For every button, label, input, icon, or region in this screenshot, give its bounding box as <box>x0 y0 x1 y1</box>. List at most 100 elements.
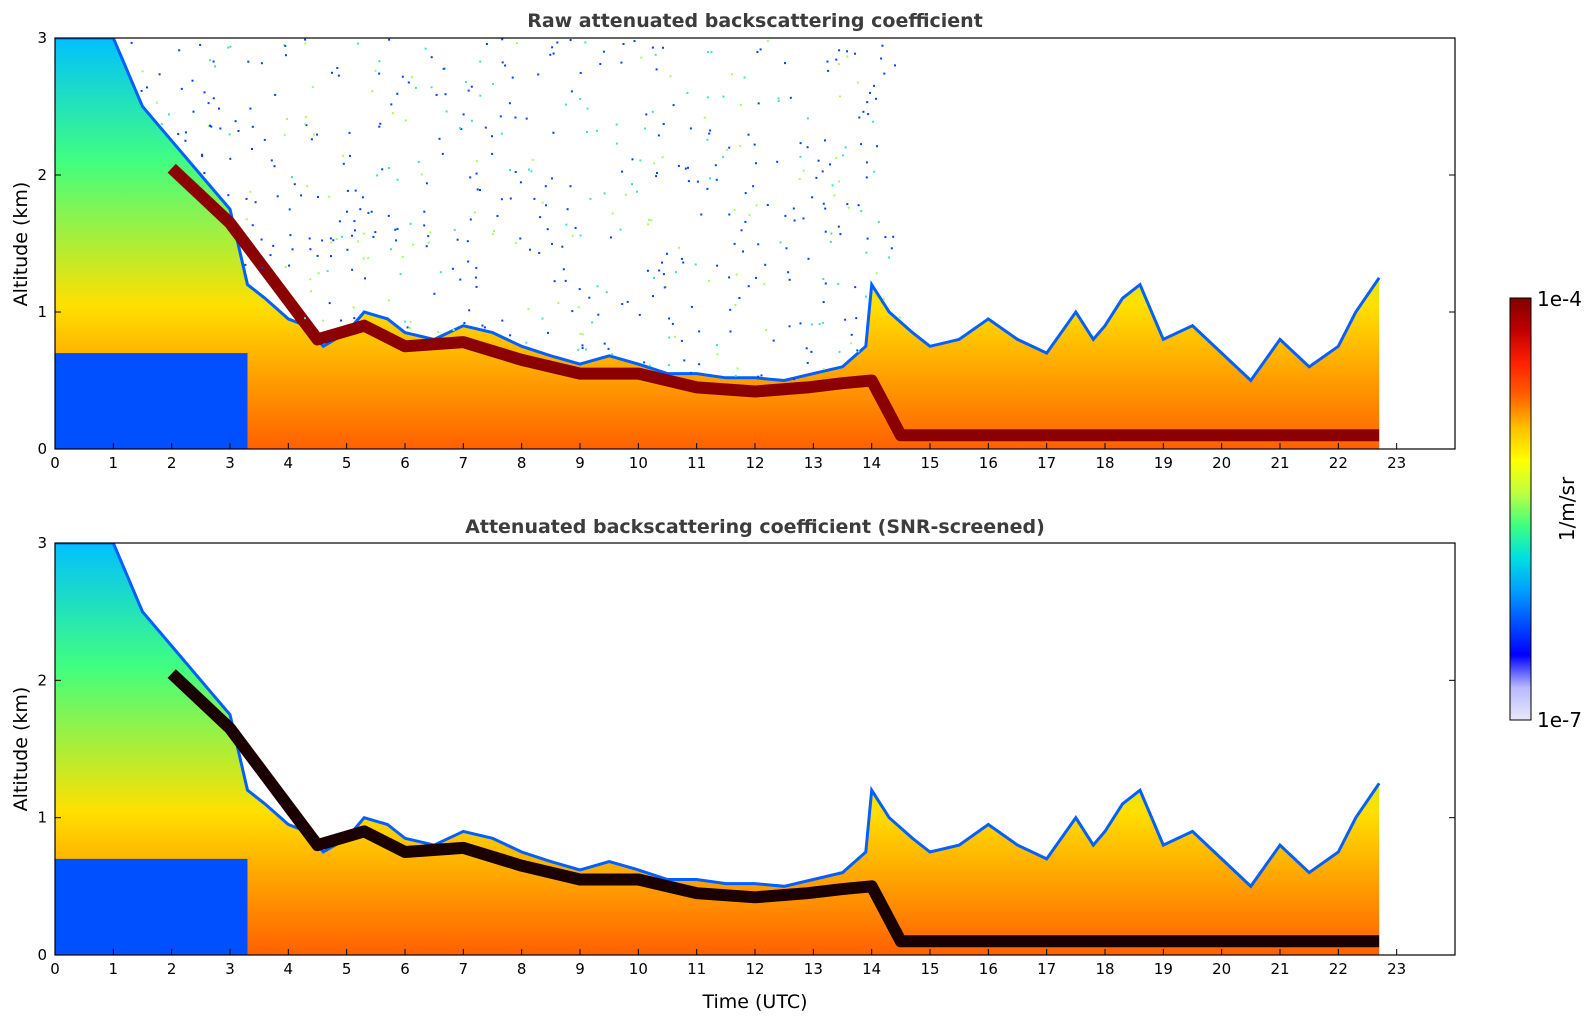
noise-pixel <box>547 331 549 334</box>
noise-pixel <box>669 75 672 78</box>
noise-pixel <box>589 197 592 200</box>
x-tick-label: 1 <box>109 454 119 472</box>
noise-pixel <box>493 230 495 232</box>
noise-pixel <box>839 233 842 236</box>
noise-pixel <box>799 142 802 145</box>
noise-pixel <box>406 326 409 329</box>
noise-pixel <box>752 185 755 188</box>
x-tick-label: 9 <box>575 454 585 472</box>
x-tick-label: 23 <box>1387 960 1406 978</box>
noise-pixel <box>824 139 826 142</box>
noise-pixel <box>417 161 420 163</box>
noise-pixel <box>381 168 384 171</box>
noise-pixel <box>304 116 307 119</box>
noise-pixel <box>283 133 286 136</box>
noise-pixel <box>556 41 559 44</box>
noise-pixel <box>234 120 237 123</box>
noise-pixel <box>429 231 432 234</box>
noise-pixel <box>306 185 309 188</box>
noise-pixel <box>881 44 884 47</box>
noise-pixel <box>425 245 428 248</box>
noise-pixel <box>837 283 840 286</box>
noise-pixel <box>667 364 670 366</box>
noise-pixel <box>430 86 433 89</box>
noise-pixel <box>552 52 555 55</box>
noise-pixel <box>662 123 665 125</box>
noise-pixel <box>433 292 436 295</box>
noise-pixel <box>475 285 478 288</box>
noise-pixel <box>759 48 762 51</box>
noise-pixel <box>847 206 850 209</box>
noise-pixel <box>427 235 430 238</box>
noise-pixel <box>191 79 194 82</box>
noise-pixel <box>514 171 517 173</box>
noise-pixel <box>501 61 504 64</box>
noise-pixel <box>501 38 504 41</box>
noise-pixel <box>736 367 739 370</box>
noise-pixel <box>591 321 594 324</box>
noise-pixel <box>862 110 865 113</box>
noise-pixel <box>263 138 266 141</box>
x-tick-label: 17 <box>1037 454 1056 472</box>
x-tick-label: 21 <box>1270 454 1289 472</box>
noise-pixel <box>846 50 848 53</box>
noise-pixel <box>337 74 340 77</box>
noise-pixel <box>551 177 553 180</box>
noise-pixel <box>880 57 883 60</box>
noise-pixel <box>533 197 536 200</box>
noise-pixel <box>802 217 805 220</box>
x-tick-label: 11 <box>687 454 706 472</box>
noise-pixel <box>203 172 206 174</box>
noise-pixel <box>733 208 736 211</box>
noise-pixel <box>615 123 618 126</box>
noise-pixel <box>158 73 161 76</box>
noise-pixel <box>499 115 502 118</box>
noise-pixel <box>577 306 580 309</box>
noise-pixel <box>329 237 332 240</box>
noise-pixel <box>437 330 440 333</box>
noise-pixel <box>654 53 657 56</box>
noise-speckle <box>130 38 901 381</box>
x-tick-label: 23 <box>1387 454 1406 472</box>
noise-pixel <box>700 213 703 216</box>
noise-pixel <box>537 73 540 76</box>
noise-pixel <box>793 219 796 222</box>
noise-pixel <box>208 125 210 128</box>
noise-pixel <box>192 110 195 113</box>
x-tick-label: 15 <box>920 454 939 472</box>
noise-pixel <box>531 158 534 161</box>
noise-pixel <box>414 86 417 89</box>
noise-pixel <box>390 103 393 106</box>
y-axis: 0 1 2 3 <box>37 29 1455 458</box>
noise-pixel <box>304 123 307 126</box>
noise-pixel <box>687 180 690 183</box>
colorbar-unit-label: 1/m/sr <box>1555 476 1579 541</box>
noise-pixel <box>363 232 366 235</box>
noise-pixel <box>300 194 303 197</box>
low-signal-region <box>55 353 248 449</box>
noise-pixel <box>322 319 325 322</box>
x-tick-label: 6 <box>400 960 410 978</box>
noise-pixel <box>209 124 212 127</box>
noise-pixel <box>452 329 455 331</box>
noise-pixel <box>249 190 252 193</box>
noise-pixel <box>829 240 832 243</box>
noise-pixel <box>854 52 856 55</box>
noise-pixel <box>756 51 759 53</box>
noise-pixel <box>788 278 791 281</box>
noise-pixel <box>884 236 887 239</box>
noise-pixel <box>244 263 247 266</box>
low-signal-region <box>55 858 248 955</box>
noise-pixel <box>509 334 512 337</box>
noise-pixel <box>479 94 482 97</box>
noise-pixel <box>574 226 577 229</box>
chart-title: Raw attenuated backscattering coefficien… <box>527 10 983 32</box>
noise-pixel <box>459 278 462 281</box>
noise-pixel <box>839 95 841 98</box>
noise-pixel <box>311 86 314 89</box>
chart-title: Attenuated backscattering coefficient (S… <box>465 516 1045 538</box>
noise-pixel <box>354 189 357 192</box>
noise-pixel <box>640 56 643 59</box>
noise-pixel <box>390 248 392 251</box>
noise-pixel <box>310 138 313 141</box>
